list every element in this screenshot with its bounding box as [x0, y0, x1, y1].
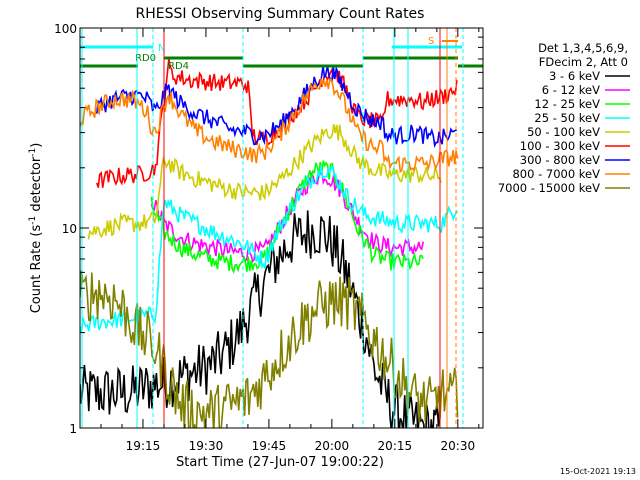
legend-header-line-2: FDecim 2, Att 0 [539, 55, 628, 69]
series-layer [80, 58, 459, 428]
series-line-8 [80, 76, 459, 174]
legend-label-3: 12 - 25 keV [534, 97, 600, 111]
legend-label-9: 7000 - 15000 keV [498, 181, 600, 195]
flag-label-rd4: RD4 [168, 61, 189, 72]
legend: Det 1,3,4,5,6,9, FDecim 2, Att 0 3 - 6 k… [498, 41, 630, 195]
x-tick-label: 20:30 [441, 439, 476, 453]
legend-label-6: 100 - 300 keV [520, 139, 600, 153]
flag-label-n: N [158, 43, 165, 54]
series-line-1 [80, 210, 441, 428]
x-axis-label: Start Time (27-Jun-07 19:00:22) [176, 455, 384, 470]
timestamp: 15-Oct-2021 19:13 [560, 467, 636, 476]
legend-label-1: 3 - 6 keV [549, 69, 600, 83]
x-tick-label: 19:15 [126, 439, 161, 453]
legend-label-4: 25 - 50 keV [534, 111, 600, 125]
x-tick-label: 19:30 [189, 439, 224, 453]
legend-header-line-1: Det 1,3,4,5,6,9, [538, 41, 628, 55]
legend-label-8: 800 - 7000 keV [512, 167, 600, 181]
x-tick-label: 20:15 [378, 439, 413, 453]
legend-label-7: 300 - 800 keV [520, 153, 600, 167]
series-line-6 [96, 58, 458, 188]
y-axis-label: Count Rate (s-1 detector-1) [28, 143, 44, 314]
y-tick-label: 100 [54, 22, 77, 36]
flag-label-rd0: RD0 [135, 53, 156, 64]
series-line-7 [96, 65, 458, 149]
chart-title: RHESSI Observing Summary Count Rates [136, 6, 425, 22]
legend-label-2: 6 - 12 keV [542, 83, 600, 97]
legend-label-5: 50 - 100 keV [527, 125, 600, 139]
x-tick-label: 19:45 [252, 439, 287, 453]
series-line-2 [150, 170, 424, 264]
x-tick-label: 20:00 [315, 439, 350, 453]
y-tick-label: 10 [62, 222, 77, 236]
y-tick-label: 1 [69, 422, 77, 436]
series-line-9 [80, 270, 459, 428]
series-line-4 [80, 165, 459, 333]
axis-layer: 1 10 100 19:15 19:30 19:45 20:00 20:15 20:30 [54, 22, 483, 453]
flag-label-s: S [428, 36, 434, 47]
series-line-5 [87, 124, 442, 240]
